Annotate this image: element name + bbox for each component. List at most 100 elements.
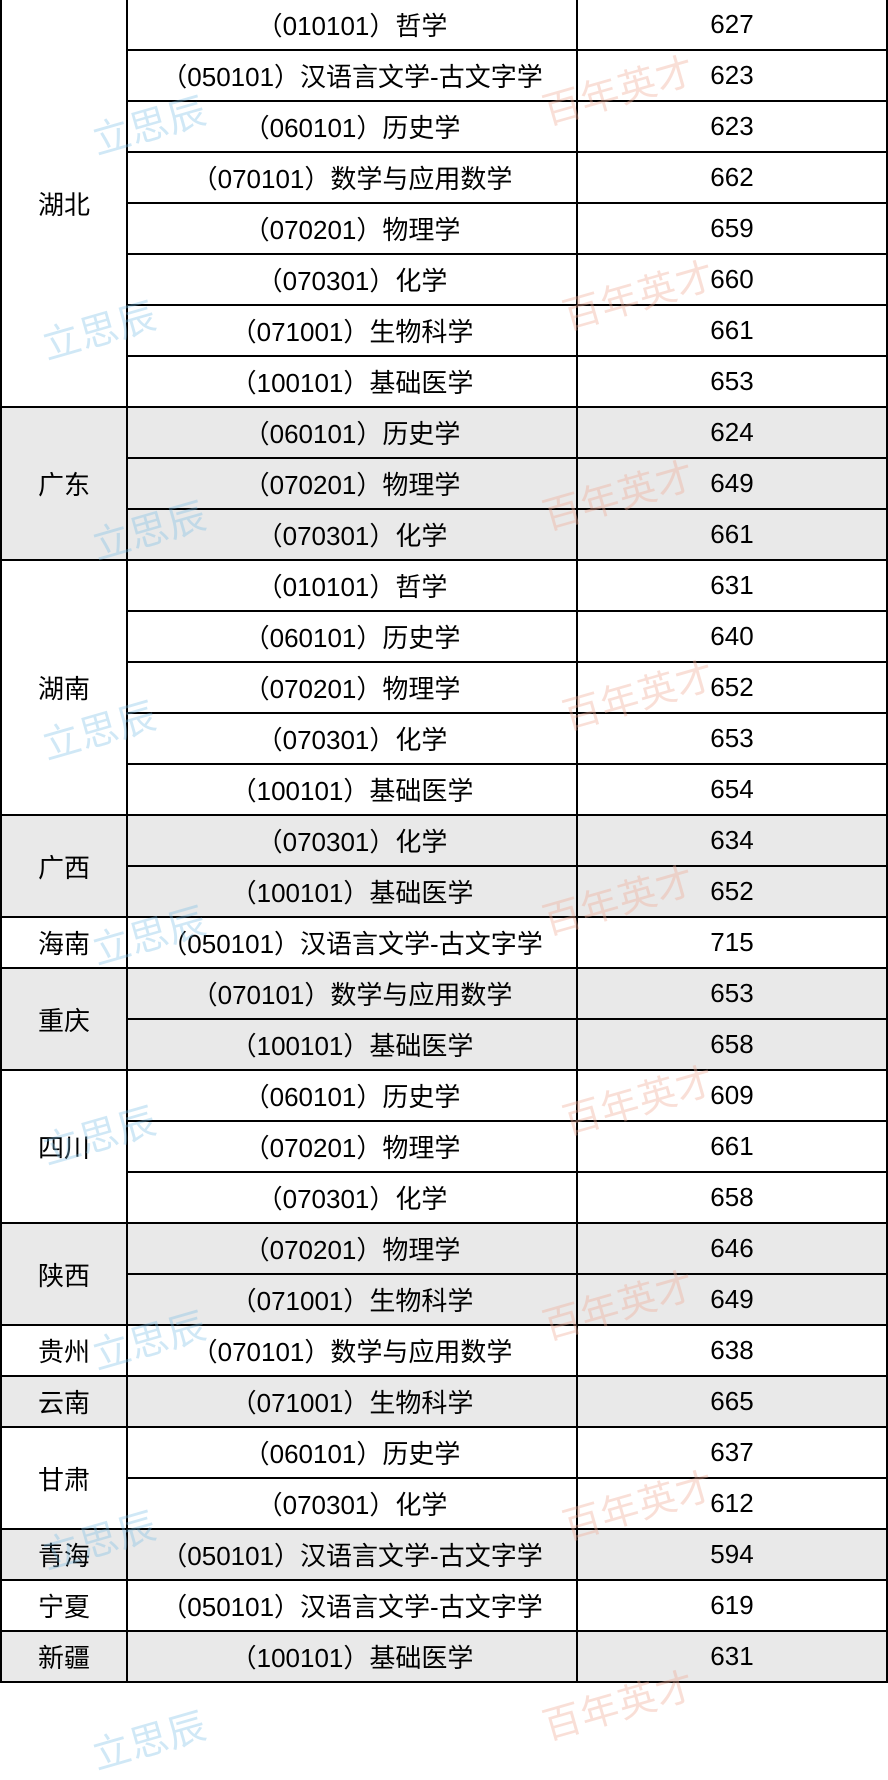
score-value: 659: [710, 213, 753, 244]
table-row: （060101）历史学 609: [128, 1071, 888, 1122]
table-row: （071001）生物科学665: [128, 1377, 888, 1428]
major-cell: （060101）历史学: [128, 612, 578, 663]
table-row: （070101）数学与应用数学662: [128, 153, 888, 204]
major-cell: （100101）基础医学: [128, 867, 578, 918]
major-cell: （070301）化学: [128, 510, 578, 561]
major-cell: （070301）化学: [128, 1479, 578, 1530]
score-cell: 640: [578, 612, 888, 663]
major-cell: （060101）历史学: [128, 408, 578, 459]
table-row: （100101）基础医学 654: [128, 765, 888, 816]
score-cell: 661: [578, 306, 888, 357]
score-value: 609: [710, 1080, 753, 1111]
score-cell: 619: [578, 1581, 888, 1632]
score-value: 646: [710, 1233, 753, 1264]
major-label: （070301）化学: [257, 720, 448, 757]
table-row: （070301）化学 612: [128, 1479, 888, 1530]
score-cell: 653: [578, 714, 888, 765]
score-cell: 649: [578, 1275, 888, 1326]
province-label: 四川: [38, 1128, 90, 1165]
table-row: （100101）基础医学631: [128, 1632, 888, 1683]
major-label: （070101）数学与应用数学: [192, 975, 513, 1012]
table-row: （050101）汉语言文学-古文字学623: [128, 51, 888, 102]
province-cell: 新疆: [0, 1632, 128, 1683]
score-value: 665: [710, 1386, 753, 1417]
major-cell: （060101）历史学: [128, 1428, 578, 1479]
score-value: 658: [710, 1182, 753, 1213]
score-value: 640: [710, 621, 753, 652]
major-label: （070301）化学: [257, 516, 448, 553]
score-cell: 658: [578, 1020, 888, 1071]
province-cell: 云南: [0, 1377, 128, 1428]
table-row: （100101）基础医学653: [128, 357, 888, 408]
score-cell: 627: [578, 0, 888, 51]
major-label: （060101）历史学: [244, 1077, 461, 1114]
score-cell: 631: [578, 1632, 888, 1683]
score-cell: 594: [578, 1530, 888, 1581]
major-label: （070301）化学: [257, 822, 448, 859]
score-value: 649: [710, 1284, 753, 1315]
table-row: （070301）化学 653: [128, 714, 888, 765]
table-row: （060101）历史学623: [128, 102, 888, 153]
province-label: 宁夏: [38, 1587, 90, 1624]
score-value: 624: [710, 417, 753, 448]
score-value: 653: [710, 723, 753, 754]
major-cell: （010101）哲学: [128, 561, 578, 612]
major-label: （070201）物理学: [244, 669, 461, 706]
score-value: 631: [710, 570, 753, 601]
score-value: 612: [710, 1488, 753, 1519]
table-row: （070101）数学与应用数学 653: [128, 969, 888, 1020]
major-cell: （070301）化学: [128, 255, 578, 306]
province-label: 海南: [38, 924, 90, 961]
major-label: （070101）数学与应用数学: [192, 1332, 513, 1369]
major-label: （060101）历史学: [244, 1434, 461, 1471]
province-cell: 贵州: [0, 1326, 128, 1377]
major-cell: （070101）数学与应用数学: [128, 969, 578, 1020]
province-cell: 广东: [0, 408, 128, 561]
score-value: 661: [710, 315, 753, 346]
major-cell: （050101）汉语言文学-古文字学: [128, 51, 578, 102]
score-cell: 624: [578, 408, 888, 459]
score-value: 627: [710, 9, 753, 40]
table-row: （071001）生物科学 649: [128, 1275, 888, 1326]
major-label: （070201）物理学: [244, 210, 461, 247]
major-label: （060101）历史学: [244, 618, 461, 655]
province-label: 广西: [38, 848, 90, 885]
major-cell: （050101）汉语言文学-古文字学: [128, 918, 578, 969]
table-row: （100101）基础医学 652: [128, 867, 888, 918]
table-row: （060101）历史学637: [128, 1428, 888, 1479]
province-label: 广东: [38, 465, 90, 502]
major-label: （100101）基础医学: [231, 771, 474, 808]
score-value: 715: [710, 927, 753, 958]
major-label: （050101）汉语言文学-古文字学: [161, 924, 542, 961]
score-cell: 654: [578, 765, 888, 816]
table-row: （070301）化学 661: [128, 510, 888, 561]
major-cell: （060101）历史学: [128, 1071, 578, 1122]
major-cell: （070301）化学: [128, 1173, 578, 1224]
score-value: 653: [710, 978, 753, 1009]
major-cell: （070201）物理学: [128, 663, 578, 714]
score-cell: 652: [578, 867, 888, 918]
province-cell: 重庆: [0, 969, 128, 1071]
table-row: （070101）数学与应用数学 638: [128, 1326, 888, 1377]
score-cell: 659: [578, 204, 888, 255]
table-row: （070201）物理学 646: [128, 1224, 888, 1275]
major-label: （050101）汉语言文学-古文字学: [161, 57, 542, 94]
major-cell: （100101）基础医学: [128, 1020, 578, 1071]
major-cell: （071001）生物科学: [128, 306, 578, 357]
major-label: （060101）历史学: [244, 414, 461, 451]
table-row: （100101）基础医学 658: [128, 1020, 888, 1071]
score-cell: 638: [578, 1326, 888, 1377]
score-table: 湖北（010101）哲学627（050101）汉语言文学-古文字学623（060…: [0, 0, 888, 1683]
score-value: 623: [710, 111, 753, 142]
score-value: 652: [710, 876, 753, 907]
score-cell: 661: [578, 1122, 888, 1173]
score-value: 658: [710, 1029, 753, 1060]
table-row: （070201）物理学649: [128, 459, 888, 510]
score-cell: 662: [578, 153, 888, 204]
major-cell: （100101）基础医学: [128, 1632, 578, 1683]
score-value: 661: [710, 519, 753, 550]
table-row: （071001）生物科学 661: [128, 306, 888, 357]
table-row: （010101）哲学627: [128, 0, 888, 51]
major-cell: （071001）生物科学: [128, 1275, 578, 1326]
major-cell: （070201）物理学: [128, 1224, 578, 1275]
